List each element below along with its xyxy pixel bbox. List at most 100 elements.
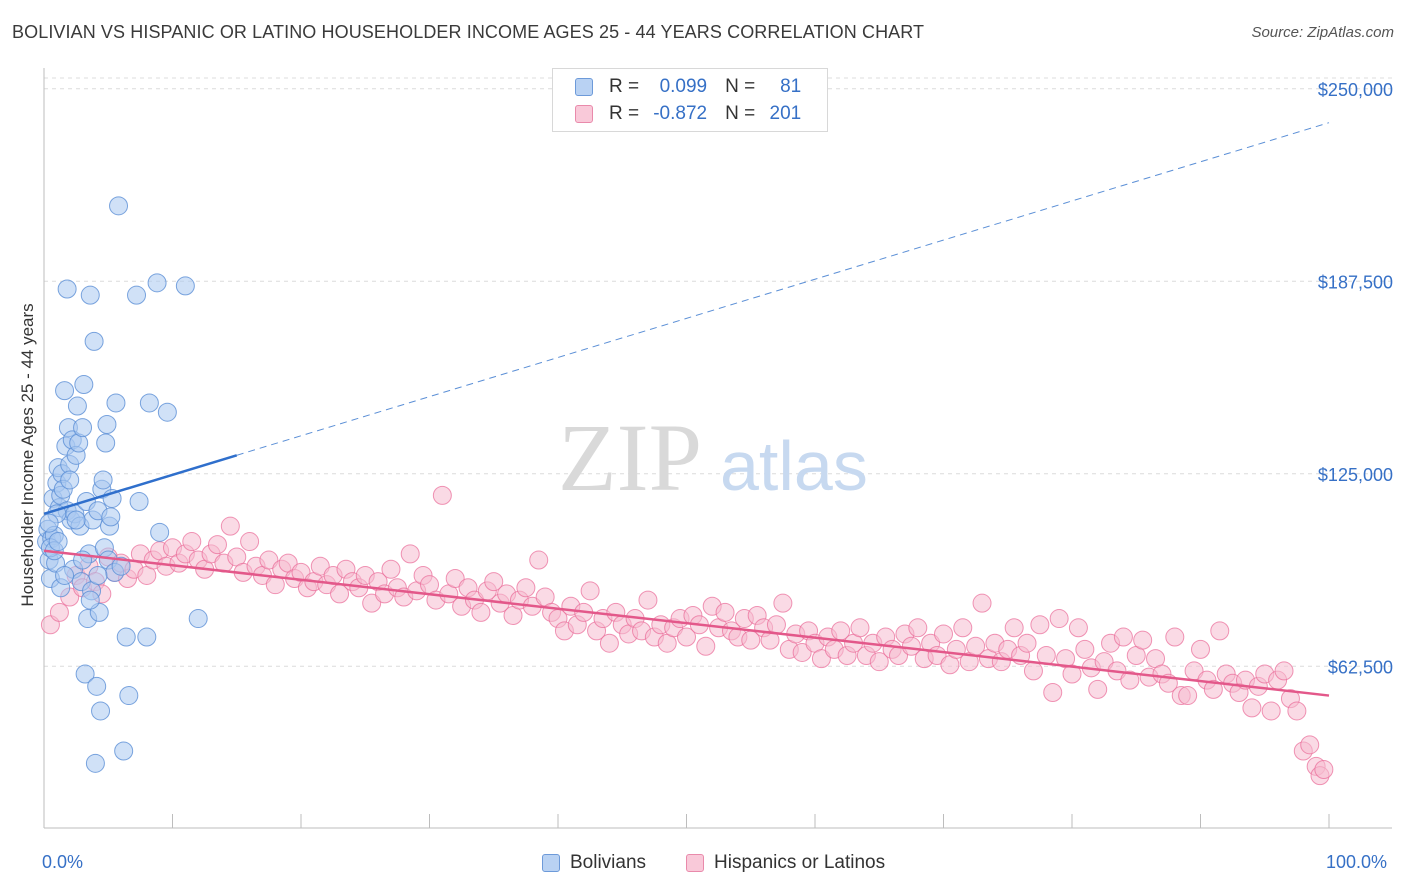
hispanic-point bbox=[1088, 679, 1108, 699]
hispanic-point bbox=[400, 544, 420, 564]
hispanic-point bbox=[207, 535, 227, 555]
hispanic-point bbox=[484, 572, 504, 592]
hispanic-point bbox=[1075, 639, 1095, 659]
legend-n-value: 81 bbox=[780, 76, 802, 97]
bottom-legend-hispanics: Hispanics or Latinos bbox=[686, 852, 885, 874]
hispanic-point bbox=[1133, 630, 1153, 650]
bolivian-point bbox=[106, 393, 126, 413]
bolivian-point bbox=[116, 627, 136, 647]
hispanic-point bbox=[1191, 639, 1210, 659]
y-tick-labels: $62,500 $125,000 $187,500 $250,000 bbox=[1318, 80, 1393, 677]
y-axis-label: Householder Income Ages 25 - 44 years bbox=[18, 303, 37, 607]
bottom-legend-bolivians: Bolivians bbox=[542, 852, 646, 874]
bolivian-point bbox=[111, 556, 131, 576]
hispanic-point bbox=[362, 593, 382, 613]
bolivian-point bbox=[93, 470, 113, 490]
bolivian-point bbox=[84, 331, 104, 351]
hispanic-point bbox=[516, 578, 536, 598]
watermark-zip: ZIP bbox=[558, 404, 702, 511]
bolivian-point bbox=[55, 565, 75, 585]
x-tick-max: 100.0% bbox=[1326, 852, 1388, 872]
bolivian-trend-line bbox=[43, 454, 238, 516]
hispanic-point bbox=[792, 642, 812, 662]
hispanic-point bbox=[1314, 759, 1334, 779]
watermark-atlas: atlas bbox=[720, 427, 868, 505]
bolivian-point bbox=[127, 285, 147, 305]
bolivian-point bbox=[157, 402, 177, 422]
hispanic-point bbox=[471, 602, 491, 622]
hispanic-point bbox=[869, 652, 889, 672]
hispanic-point bbox=[1068, 618, 1088, 638]
bolivian-point bbox=[129, 492, 149, 512]
bolivian-point bbox=[48, 532, 68, 552]
bolivian-point bbox=[67, 396, 87, 416]
x-tick-min: 0.0% bbox=[42, 852, 84, 872]
hispanic-point bbox=[638, 590, 658, 610]
hispanic-point bbox=[766, 615, 786, 635]
hispanic-point bbox=[1113, 627, 1133, 647]
hispanic-point bbox=[1120, 670, 1140, 690]
bottom-swatch-pink bbox=[686, 854, 704, 872]
hispanic-point bbox=[1300, 735, 1320, 755]
bolivian-point bbox=[87, 676, 107, 696]
hispanic-points bbox=[40, 485, 1334, 786]
bolivian-point bbox=[101, 507, 121, 527]
hispanic-point bbox=[49, 602, 69, 622]
bolivian-point bbox=[150, 522, 170, 542]
legend-r-label: R = bbox=[609, 76, 640, 97]
hispanic-point bbox=[1242, 698, 1262, 718]
correlation-legend: R = 0.099 N = 81 R = -0.872 N = 201 bbox=[552, 68, 828, 132]
hispanic-point bbox=[1261, 701, 1281, 721]
legend-n-value: 201 bbox=[769, 103, 802, 124]
hispanic-point bbox=[1043, 682, 1063, 702]
bolivian-point bbox=[88, 565, 108, 585]
legend-n-label: N = bbox=[725, 103, 756, 124]
bolivian-point bbox=[60, 470, 80, 490]
bottom-legend-label: Hispanics or Latinos bbox=[714, 852, 886, 873]
hispanic-point bbox=[773, 593, 793, 613]
bolivian-point bbox=[57, 279, 77, 299]
hispanic-point bbox=[953, 618, 973, 638]
hispanic-point bbox=[432, 485, 452, 505]
bolivian-point bbox=[96, 433, 116, 453]
bottom-swatch-blue bbox=[542, 854, 560, 872]
legend-n-label: N = bbox=[725, 76, 756, 97]
chart-source: Source: ZipAtlas.com bbox=[1251, 24, 1394, 41]
bolivian-point bbox=[80, 285, 100, 305]
hispanic-point bbox=[381, 559, 401, 579]
y-tick-label: $62,500 bbox=[1328, 657, 1393, 677]
hispanic-point bbox=[696, 636, 716, 656]
bolivian-point bbox=[188, 609, 208, 629]
y-tick-label: $125,000 bbox=[1318, 465, 1393, 485]
hispanic-point bbox=[1062, 664, 1082, 684]
hispanic-point bbox=[1030, 615, 1050, 635]
chart-title: BOLIVIAN VS HISPANIC OR LATINO HOUSEHOLD… bbox=[12, 22, 925, 42]
bolivian-point bbox=[97, 415, 117, 435]
bolivian-point bbox=[109, 196, 129, 216]
hispanic-point bbox=[908, 618, 928, 638]
bottom-legend-label: Bolivians bbox=[570, 852, 647, 873]
hispanic-point bbox=[310, 556, 330, 576]
hispanic-point bbox=[850, 618, 870, 638]
bolivian-point bbox=[114, 741, 134, 761]
legend-r-value: -0.872 bbox=[653, 103, 708, 124]
hispanic-point bbox=[934, 624, 953, 644]
hispanic-point bbox=[811, 649, 831, 669]
legend-row-bolivians: R = 0.099 N = 81 bbox=[575, 75, 801, 99]
legend-row-hispanics: R = -0.872 N = 201 bbox=[575, 102, 801, 126]
hispanic-point bbox=[1165, 627, 1185, 647]
hispanic-point bbox=[220, 516, 240, 536]
bolivian-points bbox=[37, 196, 208, 773]
hispanic-point bbox=[445, 569, 465, 589]
hispanic-point bbox=[599, 633, 619, 653]
hispanic-trend-line bbox=[43, 549, 1330, 697]
hispanic-point bbox=[1017, 633, 1037, 653]
hispanic-point bbox=[677, 627, 696, 647]
bolivian-point bbox=[147, 273, 167, 293]
bolivian-point bbox=[119, 686, 139, 706]
watermark: ZIP atlas bbox=[558, 404, 868, 511]
hispanic-point bbox=[972, 593, 992, 613]
y-tick-label: $250,000 bbox=[1318, 80, 1393, 100]
bolivian-point bbox=[73, 418, 93, 438]
